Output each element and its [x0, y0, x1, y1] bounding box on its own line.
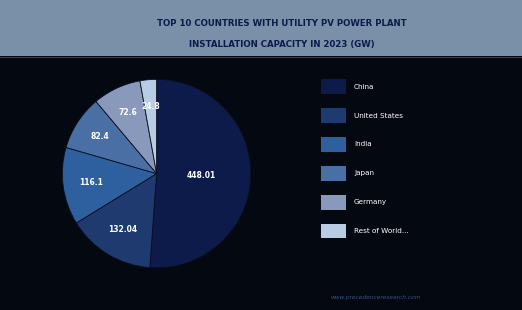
Text: 448.01: 448.01 [187, 171, 217, 180]
Text: PRECEDENCE: PRECEDENCE [28, 19, 85, 28]
Wedge shape [66, 101, 157, 174]
Text: Japan: Japan [354, 170, 374, 176]
Text: United States: United States [354, 113, 403, 119]
Text: www.precedenceresearch.com: www.precedenceresearch.com [330, 295, 421, 300]
Text: 82.4: 82.4 [90, 132, 109, 141]
Wedge shape [140, 79, 157, 174]
Text: 132.04: 132.04 [108, 225, 137, 234]
Text: Rest of World...: Rest of World... [354, 228, 409, 234]
Text: 116.1: 116.1 [79, 178, 103, 187]
Text: India: India [354, 141, 372, 148]
Wedge shape [150, 79, 251, 268]
Wedge shape [76, 174, 157, 268]
Text: TOP 10 COUNTRIES WITH UTILITY PV POWER PLANT: TOP 10 COUNTRIES WITH UTILITY PV POWER P… [157, 19, 407, 28]
Text: 24.8: 24.8 [141, 101, 160, 111]
Wedge shape [62, 148, 157, 223]
Text: Germany: Germany [354, 199, 387, 205]
Text: 72.6: 72.6 [118, 108, 137, 117]
Text: RESEARCH: RESEARCH [33, 39, 79, 48]
Text: China: China [354, 84, 374, 90]
Text: INSTALLATION CAPACITY IN 2023 (GW): INSTALLATION CAPACITY IN 2023 (GW) [189, 40, 375, 50]
Wedge shape [96, 81, 157, 174]
